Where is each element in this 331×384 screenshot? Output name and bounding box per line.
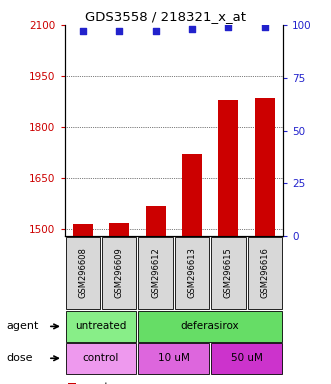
Point [117, 28, 122, 35]
Point [226, 24, 231, 30]
Point [80, 28, 85, 35]
Text: dose: dose [7, 353, 33, 363]
Text: 50 uM: 50 uM [231, 353, 262, 363]
Text: count: count [79, 382, 109, 384]
Text: GSM296616: GSM296616 [260, 247, 269, 298]
Point [153, 28, 158, 35]
Bar [218, 100, 238, 236]
Text: GSM296615: GSM296615 [224, 247, 233, 298]
Bar [73, 224, 93, 236]
Bar [255, 98, 275, 236]
Text: control: control [83, 353, 119, 363]
Text: GSM296612: GSM296612 [151, 247, 160, 298]
Text: GDS3558 / 218321_x_at: GDS3558 / 218321_x_at [85, 10, 246, 23]
Text: GSM296609: GSM296609 [115, 247, 124, 298]
Text: 10 uM: 10 uM [158, 353, 190, 363]
Bar [146, 205, 166, 236]
Text: GSM296613: GSM296613 [187, 247, 197, 298]
Point [262, 24, 267, 30]
Text: GSM296608: GSM296608 [78, 247, 87, 298]
Bar [182, 154, 202, 236]
Point [189, 26, 195, 32]
Text: deferasirox: deferasirox [181, 321, 240, 331]
Text: untreated: untreated [75, 321, 127, 331]
Text: agent: agent [7, 321, 39, 331]
Bar [109, 223, 129, 236]
